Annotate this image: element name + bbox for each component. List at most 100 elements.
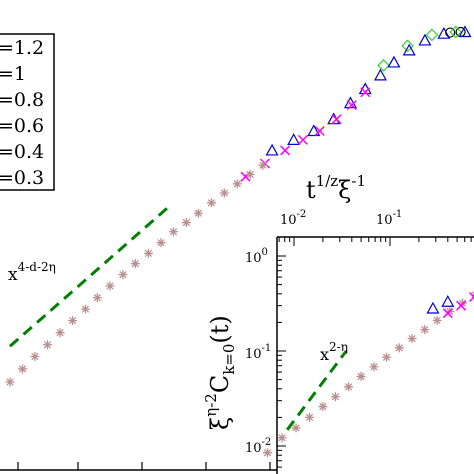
inset-y-tick-0-exp: 0 <box>262 247 268 258</box>
asterisk-point <box>318 402 328 412</box>
asterisk-point <box>181 218 191 228</box>
main-guide-label: x4-d-2η <box>8 260 56 285</box>
inset-y-label-pre: ξ <box>206 417 234 430</box>
inset-x-label-mid: ξ <box>338 176 351 204</box>
legend-entry-4: =0.4 <box>0 141 44 163</box>
asterisk-point <box>143 248 153 258</box>
asterisk-point <box>420 325 430 335</box>
x-point <box>346 100 357 111</box>
inset-ticks <box>277 237 472 468</box>
asterisk-point <box>263 448 273 458</box>
inset-data-marks <box>263 291 474 458</box>
legend-entry-1: =1 <box>0 63 26 85</box>
asterisk-point <box>42 340 52 350</box>
asterisk-point <box>245 169 255 179</box>
inset-x-tick-1-base: 10 <box>376 213 393 228</box>
inset-guide-line <box>286 350 348 431</box>
asterisk-point <box>291 423 301 433</box>
inset-y-label-post: (t) <box>206 315 234 343</box>
x-point <box>314 125 325 137</box>
main-data-marks <box>5 25 472 387</box>
asterisk-point <box>105 281 115 291</box>
legend: =1.2 =1 =0.8 =0.6 =0.4 =0.3 <box>0 33 55 191</box>
diamond-point <box>449 25 463 39</box>
inset-background <box>277 237 474 474</box>
inset-x-tick-1-exp: -1 <box>393 209 403 220</box>
asterisk-point <box>344 382 354 392</box>
inset-y-tick-0-base: 10 <box>245 251 262 266</box>
inset-x-tick-0-base: 10 <box>280 213 297 228</box>
asterisk-point <box>330 392 340 402</box>
asterisk-point <box>92 293 102 303</box>
inset-y-tick-1-base: 10 <box>245 347 262 362</box>
inset-x-label-base: t <box>306 176 316 204</box>
triangle-point <box>458 25 472 38</box>
inset-guide-label: x2-η <box>320 340 348 364</box>
asterisk-point <box>432 315 442 325</box>
asterisk-point <box>219 188 229 198</box>
triangle-point <box>265 143 279 156</box>
inset-y-label: ξη-2Ck=0(t) <box>202 315 238 430</box>
triangle-point <box>441 294 455 307</box>
asterisk-point <box>369 362 379 372</box>
asterisk-point <box>407 334 417 344</box>
triangle-point <box>437 26 451 39</box>
triangle-point <box>307 124 321 137</box>
guide-line-segment <box>9 207 168 348</box>
x-point <box>280 145 291 156</box>
inset-plot: x2-η <box>263 236 474 474</box>
inset-y-label-sub: k=0 <box>220 344 238 375</box>
inset-y-label-sup: η-2 <box>202 393 220 417</box>
asterisk-point <box>156 238 166 248</box>
inset-y-tick-2-exp: -2 <box>262 437 272 448</box>
main-guide-label-exponent: 4-d-2η <box>18 260 56 274</box>
inset-x-label-sup1: 1/z <box>316 172 339 190</box>
legend-entry-0: =1.2 <box>0 37 44 59</box>
inset-x-tick-label-0: 10-2 <box>280 209 306 228</box>
asterisk-point <box>68 316 78 326</box>
asterisk-point <box>206 198 216 208</box>
inset-x-label: t1/zξ-1 <box>306 172 366 204</box>
asterisk-point <box>118 270 128 280</box>
inset-x-tick-labels: 10-2 10-1 <box>280 209 402 228</box>
asterisk-point <box>55 328 65 338</box>
triangle-point <box>426 301 440 314</box>
inset-guide-label-exponent: 2-η <box>329 340 348 354</box>
main-guide-line <box>9 207 168 348</box>
asterisk-point <box>356 371 366 381</box>
asterisk-point <box>130 259 140 269</box>
triangle-point <box>373 68 387 81</box>
inset-y-tick-labels: 100 10-1 10-2 <box>245 247 271 456</box>
asterisk-point <box>5 377 15 387</box>
x-point <box>360 87 371 98</box>
main-guide-label-base: x <box>8 265 18 285</box>
asterisk-point <box>458 298 468 308</box>
asterisk-point <box>80 304 90 314</box>
asterisk-point <box>382 352 392 362</box>
triangle-point <box>387 55 401 68</box>
legend-entry-5: =0.3 <box>0 167 44 189</box>
asterisk-point <box>169 227 179 237</box>
inset-y-tick-label-1: 10-1 <box>245 343 271 362</box>
legend-box <box>0 33 55 191</box>
inset-y-tick-label-0: 100 <box>245 247 268 266</box>
inset-y-tick-1-exp: -1 <box>262 343 272 354</box>
inset-y-tick-label-2: 10-2 <box>245 437 271 456</box>
asterisk-point <box>18 364 28 374</box>
asterisk-point <box>30 351 40 361</box>
triangle-point <box>287 133 301 145</box>
asterisk-point <box>394 343 404 353</box>
diamond-point <box>401 39 414 53</box>
inset-x-tick-label-1: 10-1 <box>376 209 402 228</box>
legend-entry-3: =0.6 <box>0 115 44 137</box>
diamond-point <box>377 59 390 72</box>
asterisk-point <box>232 179 242 189</box>
x-point <box>331 114 342 125</box>
inset-y-tick-2-base: 10 <box>245 441 262 456</box>
asterisk-point <box>277 433 287 443</box>
x-point <box>456 300 467 311</box>
inset-x-tick-0-exp: -2 <box>297 209 307 220</box>
asterisk-point <box>258 160 268 170</box>
